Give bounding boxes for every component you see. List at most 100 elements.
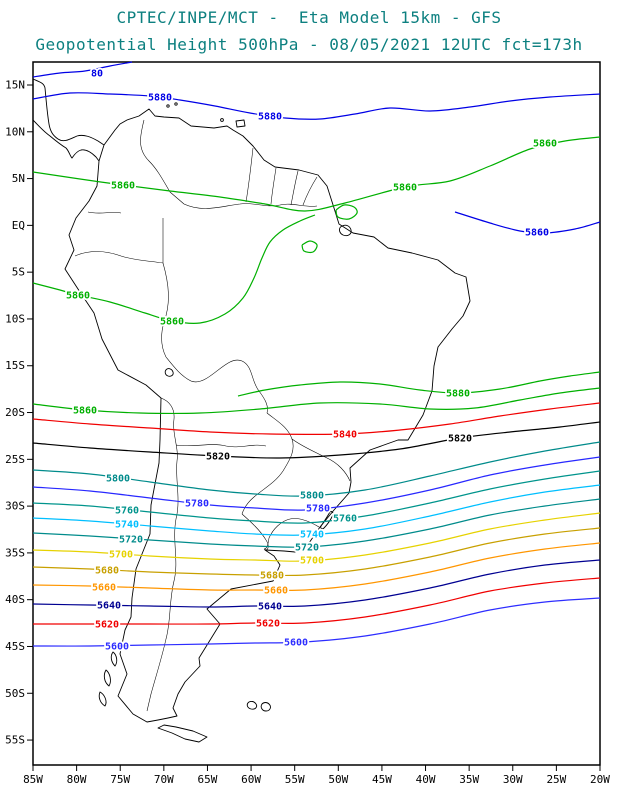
- contour-lines-group: [32, 61, 601, 647]
- contour-label-5620: 5620: [95, 620, 119, 631]
- contour-label-5780: 5780: [306, 504, 330, 515]
- contour-line-5860-south: [32, 387, 601, 415]
- lon-axis-label: 80W: [67, 773, 87, 786]
- lon-axis-label: 20W: [590, 773, 610, 786]
- contour-line-5760: [32, 470, 601, 524]
- south-america-coastline: [64, 108, 471, 723]
- lat-axis-label: 20S: [5, 406, 25, 419]
- lat-axis-label: 15S: [5, 359, 25, 372]
- contour-line-5880-ridge-south: [237, 371, 601, 397]
- country-border: [146, 397, 179, 712]
- country-border: [183, 203, 318, 209]
- contour-line-5600: [32, 597, 601, 647]
- contour-label-5860-north: 5860: [111, 181, 135, 192]
- lon-axis-label: 25W: [546, 773, 566, 786]
- contour-label-5860-north: 5860: [393, 183, 417, 194]
- contour-label-5860-west: 5860: [160, 317, 184, 328]
- contour-label-5800: 5800: [106, 474, 130, 485]
- caribbean-islet: [166, 104, 170, 108]
- contour-label-5680: 5680: [260, 571, 284, 582]
- lat-axis-label: 25S: [5, 453, 25, 466]
- lon-axis-label: 40W: [416, 773, 436, 786]
- contour-line-5740: [32, 484, 601, 536]
- contour-label-5860-east-fragment: 5860: [525, 228, 549, 239]
- chile-fjord-island: [98, 691, 107, 707]
- lon-axis-label: 70W: [154, 773, 174, 786]
- contour-label-5880-north: 5880: [148, 93, 172, 104]
- chart-title: CPTEC/INPE/MCT - Eta Model 15km - GFS: [116, 8, 502, 27]
- contour-label-5880-ridge-south: 5880: [446, 389, 470, 400]
- contour-label-5740: 5740: [115, 520, 139, 531]
- trinidad-island: [235, 119, 246, 128]
- contour-line-5820: [32, 421, 601, 459]
- contour-line-5860-north: [32, 136, 601, 212]
- lon-axis-label: 60W: [241, 773, 261, 786]
- contour-label-5860-north: 5860: [533, 139, 557, 150]
- contour-label-5880-north: 5880: [258, 112, 282, 123]
- falkland-island-west: [246, 700, 258, 710]
- chile-fjord-island: [110, 651, 118, 667]
- contour-line-5800: [32, 441, 601, 497]
- lat-axis-label: 5N: [12, 172, 25, 185]
- contour-label-5620: 5620: [256, 619, 280, 630]
- lon-axis-label: 30W: [503, 773, 523, 786]
- lon-axis-label: 55W: [285, 773, 305, 786]
- contour-label-5760: 5760: [115, 506, 139, 517]
- lat-axis-label: 45S: [5, 640, 25, 653]
- contour-label-5760: 5760: [333, 514, 357, 525]
- contour-line-5860-loop-b: [301, 240, 318, 254]
- axis-group: 15N 10N 5N EQ 5S 10S 15S 20S 25S 30S 35S 40S 45S 50S 5…: [5, 79, 610, 787]
- contour-label-5700: 5700: [109, 550, 133, 561]
- lat-axis-label: 30S: [5, 500, 25, 513]
- contour-line-5680: [32, 527, 601, 577]
- contour-label-5700: 5700: [300, 556, 324, 567]
- contour-line-5640: [32, 559, 601, 608]
- contour-label-5860-west: 5860: [66, 291, 90, 302]
- contour-label-5740: 5740: [300, 530, 324, 541]
- country-border: [175, 444, 267, 448]
- contour-line-5780: [32, 456, 601, 511]
- lat-axis-label: 10N: [5, 125, 25, 138]
- contour-label-5660: 5660: [92, 583, 116, 594]
- country-border: [165, 356, 268, 414]
- contour-line-5860-west: [32, 214, 316, 325]
- contour-label-5840: 5840: [333, 430, 357, 441]
- contour-line-5880-north: [32, 92, 601, 120]
- contour-line-5840: [32, 402, 601, 435]
- contour-label-5860-south: 5860: [73, 406, 97, 417]
- contour-label-5880-top-partial: 80: [91, 69, 103, 80]
- contour-label-5680: 5680: [95, 566, 119, 577]
- title-block: CPTEC/INPE/MCT - Eta Model 15km - GFS Ge…: [0, 4, 618, 58]
- lat-axis-label: 35S: [5, 546, 25, 559]
- country-border: [245, 147, 254, 203]
- lat-axis-label: EQ: [12, 219, 25, 232]
- contour-line-5880-top-partial: [32, 61, 133, 78]
- chart-subtitle: Geopotential Height 500hPa - 08/05/2021 …: [35, 35, 583, 54]
- country-border: [302, 176, 318, 206]
- lon-axis-label: 35W: [459, 773, 479, 786]
- country-border: [161, 218, 169, 358]
- lon-axis-label: 50W: [328, 773, 348, 786]
- contour-line-5700: [32, 512, 601, 562]
- tierra-del-fuego-island: [157, 724, 208, 743]
- country-border: [241, 412, 294, 515]
- lat-axis-label: 10S: [5, 312, 25, 325]
- lagoa-dos-patos: [320, 510, 334, 530]
- lat-axis-label: 50S: [5, 687, 25, 700]
- contour-line-5660: [32, 542, 601, 592]
- lat-axis-label: 5S: [12, 266, 25, 279]
- contour-line-5860-loop-a: [335, 204, 358, 220]
- country-border: [290, 170, 299, 206]
- contour-label-5720: 5720: [119, 535, 143, 546]
- falkland-island-east: [260, 702, 271, 712]
- contour-line-5720: [32, 498, 601, 548]
- contour-label-5820: 5820: [206, 452, 230, 463]
- lon-axis-label: 65W: [198, 773, 218, 786]
- contour-label-5600: 5600: [284, 638, 308, 649]
- contour-labels-group: 80 5880 5880 5860 5860 5860 5860 5860 5860 5880 58…: [64, 67, 559, 655]
- caribbean-islet: [174, 102, 178, 106]
- contour-label-5780: 5780: [185, 499, 209, 510]
- country-border: [140, 119, 185, 205]
